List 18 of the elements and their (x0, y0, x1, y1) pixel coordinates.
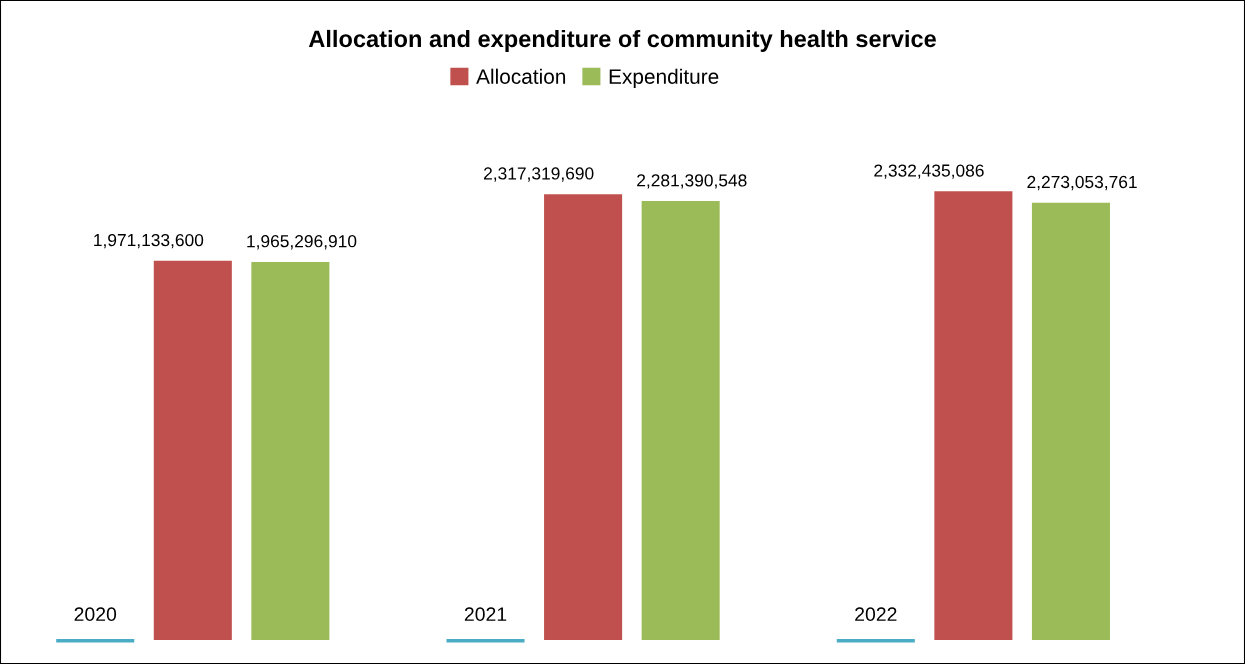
data-label: 2,273,053,761 (1027, 175, 1137, 191)
x-tick-label: 2020 (74, 607, 117, 622)
bar (153, 260, 232, 641)
bar (641, 201, 720, 641)
bar (251, 261, 330, 641)
bar (1031, 202, 1110, 641)
data-label: 2,332,435,086 (874, 164, 984, 179)
bar (934, 191, 1013, 641)
data-label: 2,317,319,690 (484, 167, 594, 182)
bar (544, 194, 623, 641)
x-tick-label: 2021 (464, 607, 507, 622)
chart-title: Allocation and expenditure of community health service (308, 29, 936, 52)
legend-label: Expenditure (609, 68, 719, 89)
x-tick-label: 2022 (855, 607, 897, 622)
data-label: 1,965,296,910 (247, 235, 357, 250)
data-label: 2,281,390,548 (637, 174, 747, 189)
data-label: 1,971,133,600 (94, 233, 204, 249)
legend-label: Allocation (476, 68, 566, 84)
